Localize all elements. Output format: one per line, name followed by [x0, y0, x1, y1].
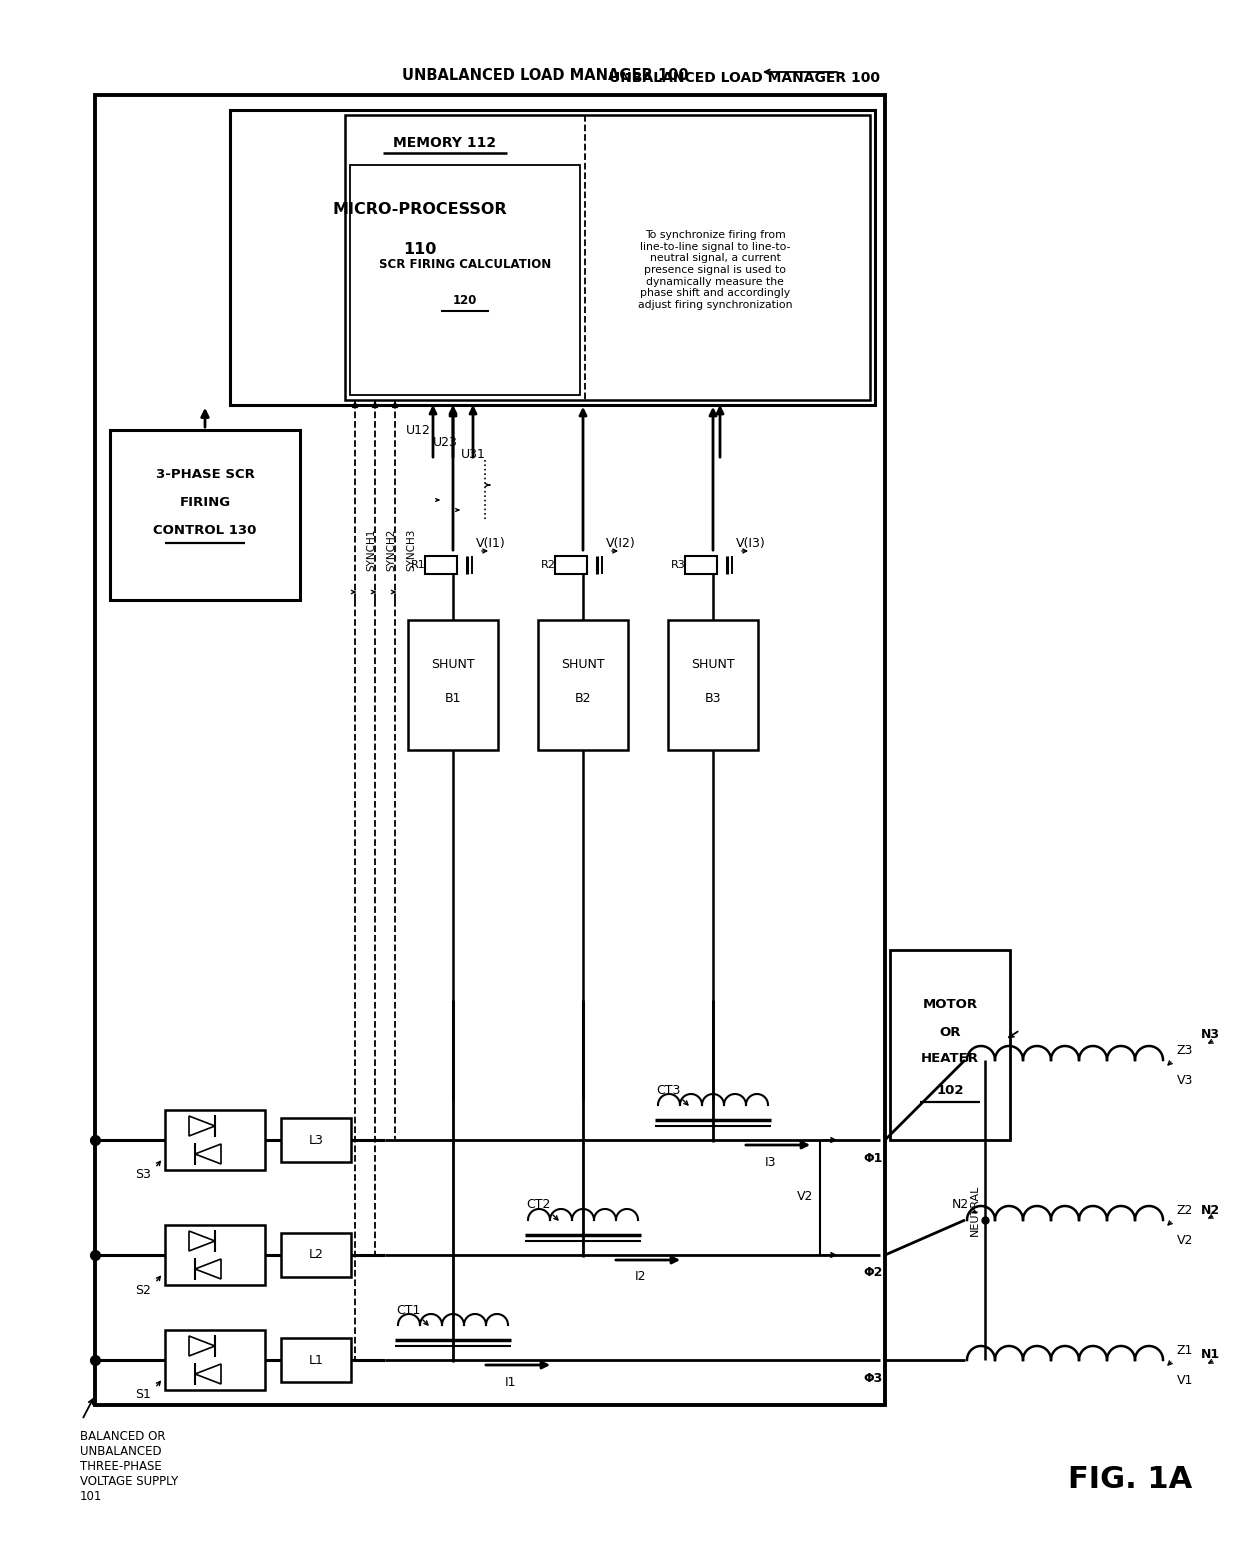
Bar	[668, 619, 758, 750]
Text: I3: I3	[765, 1156, 776, 1169]
Text: U31: U31	[460, 449, 485, 461]
Bar	[95, 95, 885, 1405]
Text: V2: V2	[797, 1190, 813, 1203]
Text: SCR FIRING CALCULATION: SCR FIRING CALCULATION	[379, 259, 551, 272]
Bar	[229, 110, 875, 405]
Text: 120: 120	[453, 293, 477, 306]
Text: B3: B3	[704, 692, 722, 705]
Text: V(I3): V(I3)	[737, 537, 766, 549]
Text: MICRO-PROCESSOR: MICRO-PROCESSOR	[332, 202, 507, 217]
Bar	[408, 619, 498, 750]
Text: Φ1: Φ1	[863, 1152, 883, 1164]
Text: I1: I1	[505, 1375, 517, 1389]
Text: V2: V2	[1177, 1234, 1193, 1246]
Text: Z3: Z3	[1177, 1043, 1193, 1057]
Text: B2: B2	[575, 692, 591, 705]
Text: HEATER: HEATER	[921, 1052, 980, 1065]
Text: FIG. 1A: FIG. 1A	[1068, 1465, 1192, 1495]
Text: Φ2: Φ2	[863, 1266, 883, 1279]
Text: N1: N1	[1200, 1349, 1220, 1361]
Bar	[890, 950, 1011, 1141]
Text: SYNCH1: SYNCH1	[366, 529, 376, 571]
Text: N2: N2	[1200, 1203, 1220, 1217]
Text: S3: S3	[135, 1169, 151, 1181]
Text: V3: V3	[1177, 1074, 1193, 1086]
Text: U12: U12	[405, 424, 430, 436]
Bar	[556, 556, 587, 574]
Text: L2: L2	[309, 1248, 324, 1262]
Text: I2: I2	[635, 1271, 647, 1284]
Text: FIRING: FIRING	[180, 495, 231, 509]
Text: L3: L3	[309, 1133, 324, 1147]
Text: R3: R3	[671, 560, 686, 570]
Text: UNBALANCED LOAD MANAGER 100: UNBALANCED LOAD MANAGER 100	[402, 67, 688, 82]
Text: To synchronize firing from
line-to-line signal to line-to-
neutral signal, a cur: To synchronize firing from line-to-line …	[637, 230, 792, 310]
Text: CT3: CT3	[656, 1083, 681, 1097]
Text: R2: R2	[541, 560, 556, 570]
Text: BALANCED OR
UNBALANCED
THREE-PHASE
VOLTAGE SUPPLY
101: BALANCED OR UNBALANCED THREE-PHASE VOLTA…	[81, 1429, 179, 1502]
Text: 3-PHASE SCR: 3-PHASE SCR	[155, 469, 254, 481]
Text: SHUNT: SHUNT	[562, 658, 605, 672]
Text: V(I1): V(I1)	[476, 537, 506, 549]
Bar	[684, 556, 717, 574]
Text: SYNCH3: SYNCH3	[405, 529, 415, 571]
Text: 102: 102	[936, 1083, 963, 1097]
Bar	[281, 1117, 351, 1162]
Text: S2: S2	[135, 1284, 151, 1296]
Bar	[538, 619, 627, 750]
Text: SHUNT: SHUNT	[691, 658, 735, 672]
Text: 110: 110	[403, 242, 436, 258]
Text: Z2: Z2	[1177, 1203, 1193, 1217]
Bar	[281, 1232, 351, 1277]
Text: SYNCH2: SYNCH2	[386, 529, 396, 571]
Text: V1: V1	[1177, 1374, 1193, 1386]
Bar	[165, 1110, 265, 1170]
Text: Z1: Z1	[1177, 1344, 1193, 1356]
Text: N3: N3	[1200, 1029, 1219, 1041]
Bar	[425, 556, 458, 574]
Bar	[165, 1330, 265, 1391]
Text: OR: OR	[939, 1026, 961, 1038]
Bar	[165, 1225, 265, 1285]
Text: B1: B1	[445, 692, 461, 705]
Text: N2: N2	[951, 1198, 968, 1212]
Text: MOTOR: MOTOR	[923, 998, 977, 1012]
Text: R1: R1	[410, 560, 425, 570]
Bar	[350, 165, 580, 396]
Text: V(I2): V(I2)	[606, 537, 636, 549]
Text: U23: U23	[433, 436, 458, 449]
Text: S1: S1	[135, 1389, 151, 1401]
Text: MEMORY 112: MEMORY 112	[393, 137, 496, 151]
Text: Φ3: Φ3	[863, 1372, 883, 1384]
Text: CONTROL 130: CONTROL 130	[154, 523, 257, 537]
Text: L1: L1	[309, 1353, 324, 1366]
Bar	[110, 430, 300, 601]
Text: UNBALANCED LOAD MANAGER 100: UNBALANCED LOAD MANAGER 100	[609, 71, 880, 85]
Text: CT1: CT1	[396, 1304, 420, 1316]
Text: NEUTRAL: NEUTRAL	[970, 1184, 980, 1235]
Bar	[345, 115, 870, 400]
Bar	[281, 1338, 351, 1381]
Text: CT2: CT2	[526, 1198, 551, 1212]
Text: SHUNT: SHUNT	[432, 658, 475, 672]
